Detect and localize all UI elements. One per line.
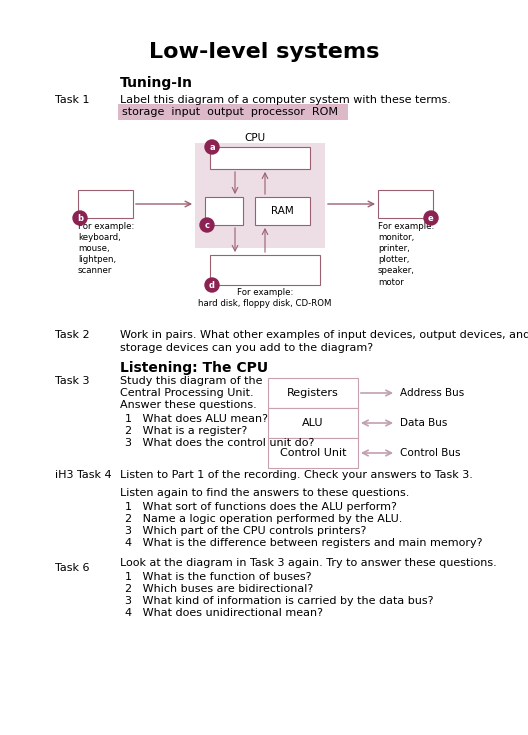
Text: Data Bus: Data Bus (400, 418, 447, 428)
Text: Control Bus: Control Bus (400, 448, 460, 458)
Text: ALU: ALU (302, 418, 324, 428)
Text: 3   Which part of the CPU controls printers?: 3 Which part of the CPU controls printer… (125, 526, 366, 536)
Text: For example:
keyboard,
mouse,
lightpen,
scanner: For example: keyboard, mouse, lightpen, … (78, 222, 134, 276)
Bar (268, 408, 358, 438)
Bar (210, 147, 310, 169)
Text: 4   What is the difference between registers and main memory?: 4 What is the difference between registe… (125, 538, 483, 548)
Circle shape (200, 218, 214, 232)
Text: Task 1: Task 1 (55, 95, 90, 105)
Circle shape (205, 140, 219, 154)
Bar (268, 438, 358, 468)
Circle shape (205, 278, 219, 292)
Bar (378, 190, 433, 218)
Text: Study this diagram of the: Study this diagram of the (120, 376, 262, 386)
Text: 1   What sort of functions does the ALU perform?: 1 What sort of functions does the ALU pe… (125, 502, 397, 512)
Text: storage  input  output  processor  ROM: storage input output processor ROM (122, 107, 338, 117)
Text: Listen again to find the answers to these questions.: Listen again to find the answers to thes… (120, 488, 409, 498)
Bar (210, 255, 320, 285)
Text: Low-level systems: Low-level systems (149, 42, 379, 62)
Text: Work in pairs. What other examples of input devices, output devices, and
storage: Work in pairs. What other examples of in… (120, 330, 528, 354)
Text: 2   What is a register?: 2 What is a register? (125, 426, 247, 436)
Text: c: c (204, 220, 210, 229)
Bar (78, 190, 133, 218)
Circle shape (424, 211, 438, 225)
Bar (205, 197, 243, 225)
Text: 3   What does the control unit do?: 3 What does the control unit do? (125, 438, 314, 448)
Text: 2   Which buses are bidirectional?: 2 Which buses are bidirectional? (125, 584, 313, 594)
Text: iH3 Task 4: iH3 Task 4 (55, 470, 111, 480)
Text: 4   What does unidirectional mean?: 4 What does unidirectional mean? (125, 608, 323, 618)
Text: Listen to Part 1 of the recording. Check your answers to Task 3.: Listen to Part 1 of the recording. Check… (120, 470, 473, 480)
Text: For example:
monitor,
printer,
plotter,
speaker,
motor: For example: monitor, printer, plotter, … (378, 222, 435, 287)
Bar (268, 378, 358, 408)
Text: Tuning-In: Tuning-In (120, 76, 193, 90)
Text: Registers: Registers (287, 388, 339, 398)
Text: CPU: CPU (244, 133, 266, 143)
Bar (255, 197, 310, 225)
Text: 3   What kind of information is carried by the data bus?: 3 What kind of information is carried by… (125, 596, 433, 606)
Text: 2   Name a logic operation performed by the ALU.: 2 Name a logic operation performed by th… (125, 514, 402, 524)
Text: Task 2: Task 2 (55, 330, 90, 340)
Text: Listening: The CPU: Listening: The CPU (120, 361, 268, 375)
Text: Task 6: Task 6 (55, 563, 90, 573)
Text: For example:
hard disk, floppy disk, CD-ROM: For example: hard disk, floppy disk, CD-… (198, 288, 332, 308)
Text: d: d (209, 281, 215, 290)
Text: Label this diagram of a computer system with these terms.: Label this diagram of a computer system … (120, 95, 451, 105)
Text: a: a (209, 143, 215, 151)
Text: Central Processing Unit.: Central Processing Unit. (120, 388, 253, 398)
Text: 1   What is the function of buses?: 1 What is the function of buses? (125, 572, 312, 582)
Text: Look at the diagram in Task 3 again. Try to answer these questions.: Look at the diagram in Task 3 again. Try… (120, 558, 497, 568)
Text: e: e (428, 213, 434, 223)
Bar (118, 104, 348, 120)
Text: Task 3: Task 3 (55, 376, 90, 386)
Text: 1   What does ALU mean?: 1 What does ALU mean? (125, 414, 268, 424)
Text: Answer these questions.: Answer these questions. (120, 400, 257, 410)
Text: RAM: RAM (271, 206, 294, 216)
Text: Control Unit: Control Unit (280, 448, 346, 458)
Circle shape (73, 211, 87, 225)
Text: Address Bus: Address Bus (400, 388, 464, 398)
Text: b: b (77, 213, 83, 223)
Bar (195, 143, 325, 248)
